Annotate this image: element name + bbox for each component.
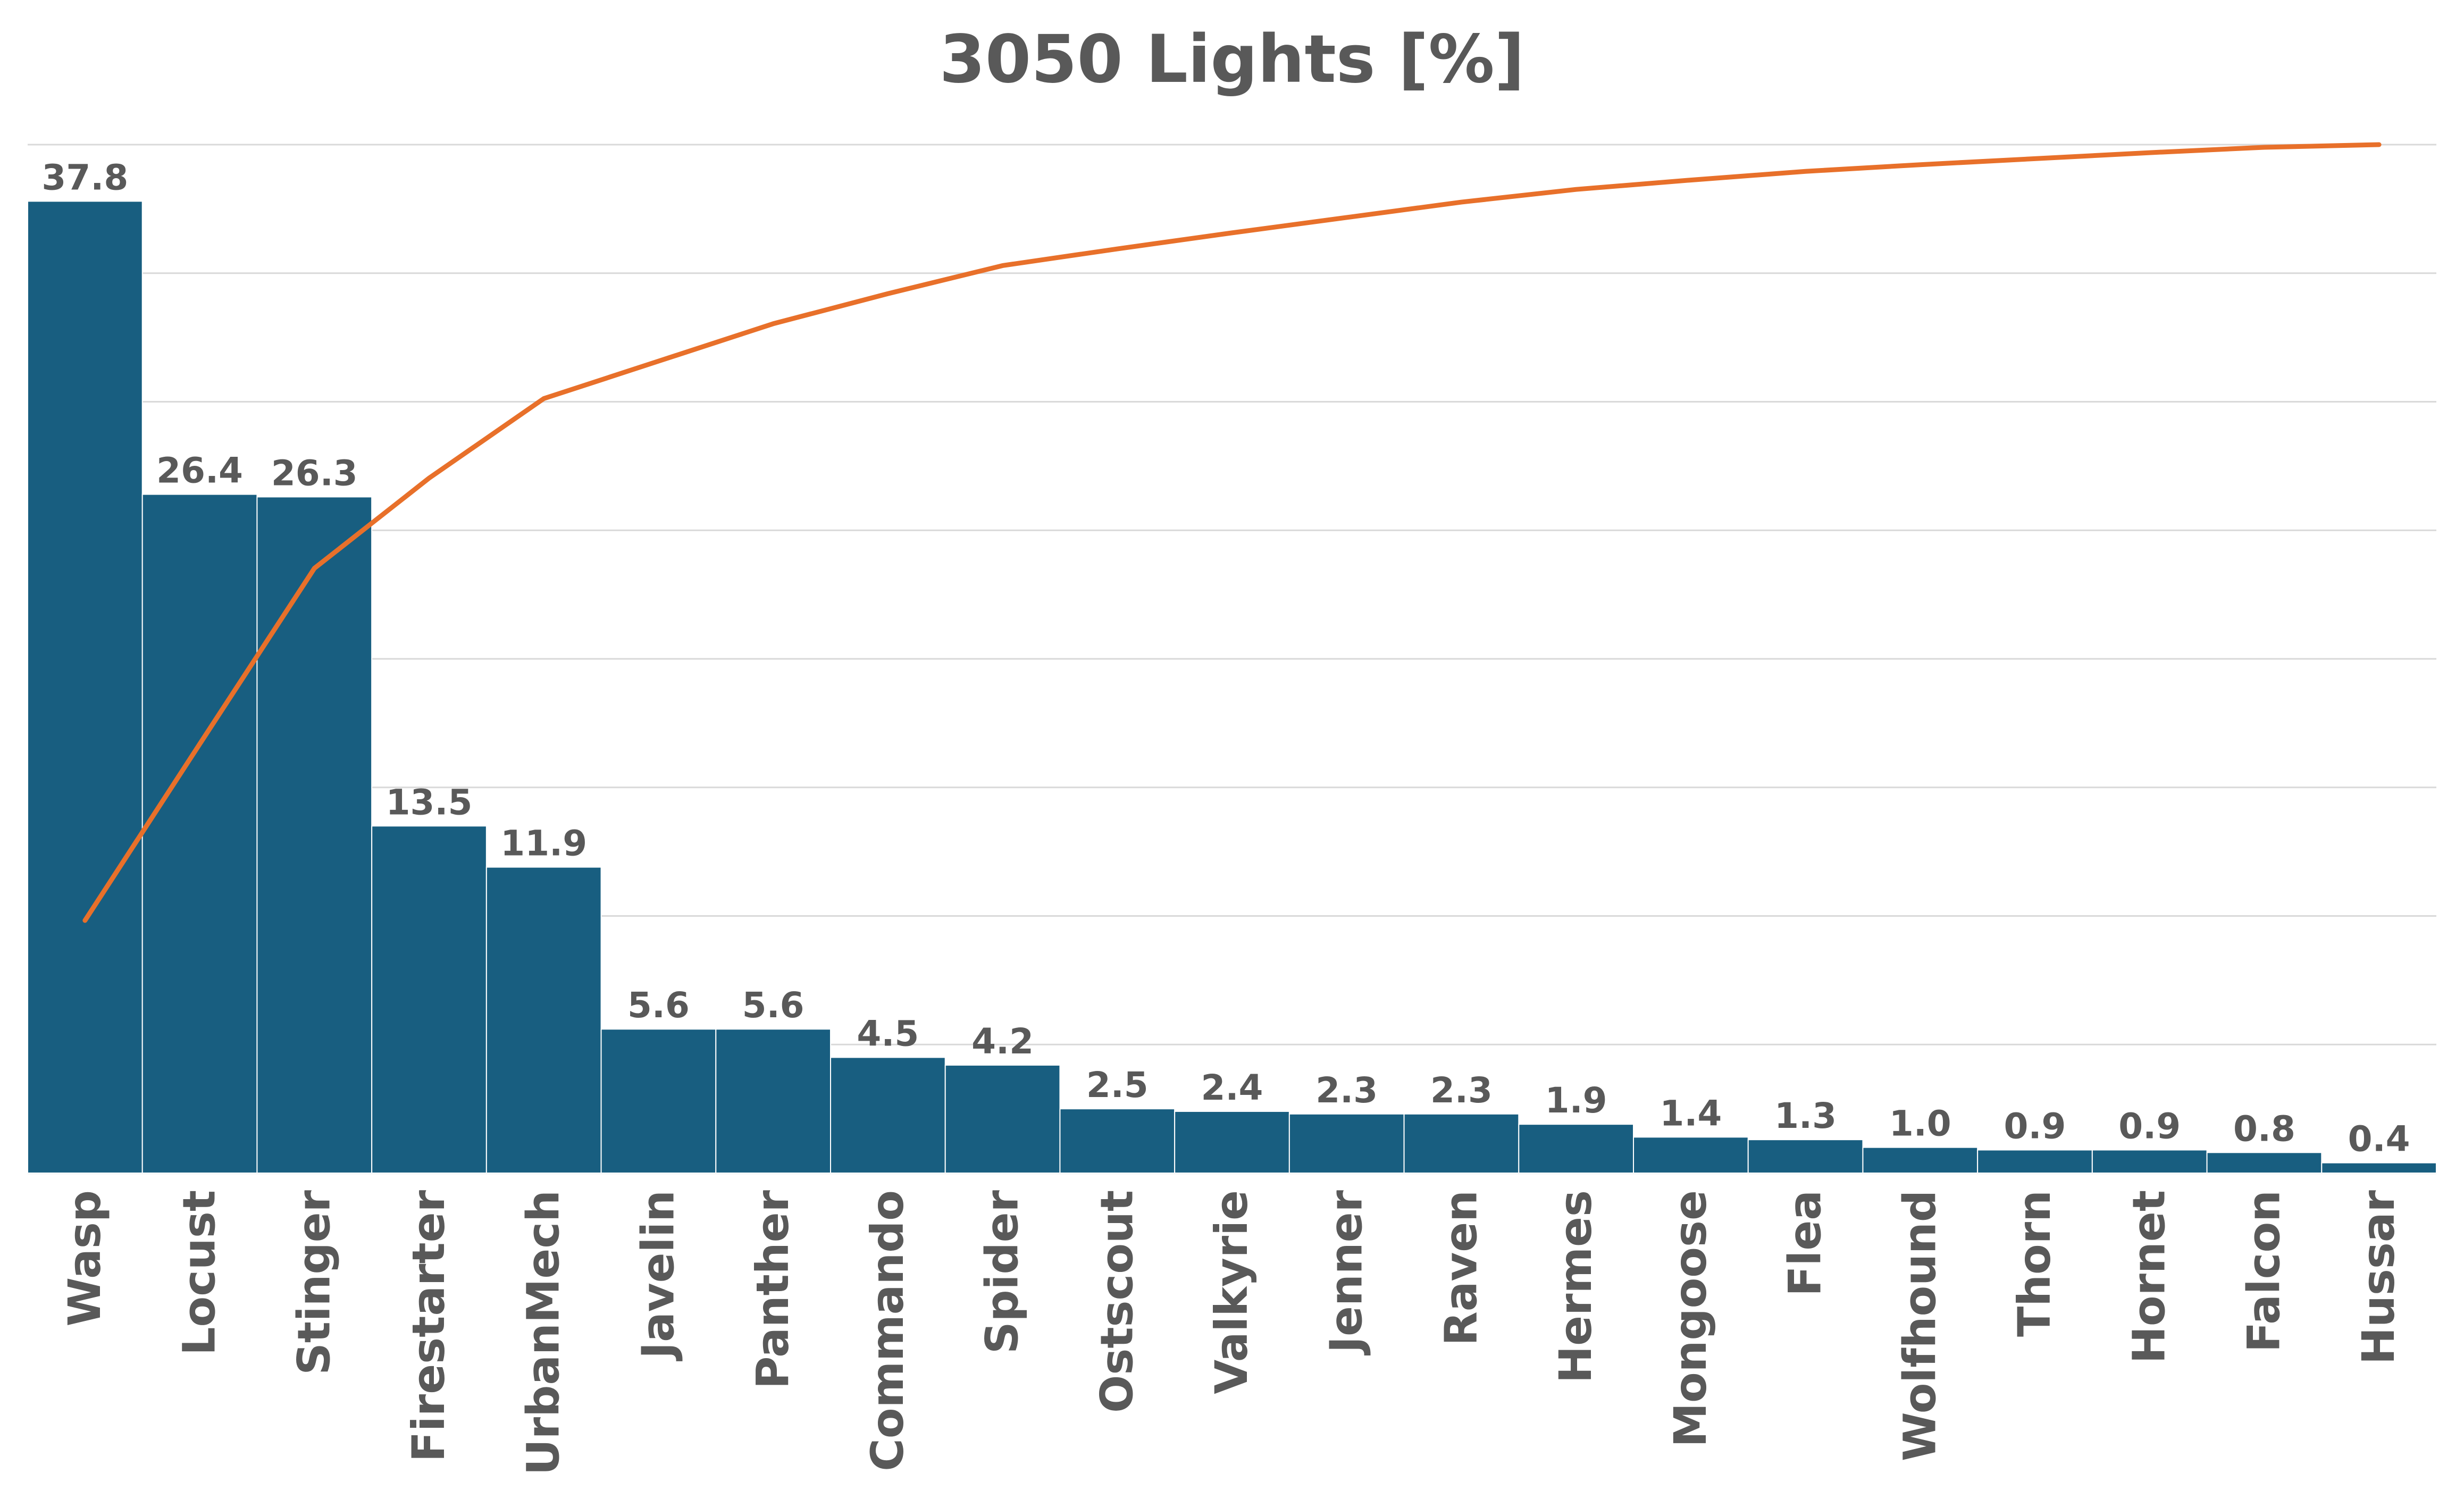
bar-ostscout xyxy=(1059,1108,1176,1174)
x-tick-label: Thorn xyxy=(2008,1190,2060,1337)
data-label: 4.2 xyxy=(971,1021,1034,1062)
data-label: 1.9 xyxy=(1545,1080,1607,1121)
data-labels: 37.8 26.4 26.3 13.5 11.9 5.6 5.6 4.5 4.2 2.5 2.4 2.… xyxy=(41,157,2410,1159)
bar-raven xyxy=(1403,1113,1520,1174)
data-label: 0.9 xyxy=(2004,1106,2066,1146)
data-label: 5.6 xyxy=(627,985,690,1026)
x-tick-label: Hussar xyxy=(2352,1190,2404,1365)
x-tick-label: Wolfhound xyxy=(1893,1190,1946,1461)
x-tick-label: Flea xyxy=(1779,1190,1831,1296)
x-tick-label: Hermes xyxy=(1549,1190,1602,1383)
data-label: 11.9 xyxy=(500,823,587,864)
bar-hussar xyxy=(2321,1162,2437,1174)
x-tick-label: Commando xyxy=(861,1190,913,1471)
chart-title: 3050 Lights [%] xyxy=(939,21,1525,98)
x-tick-label: Stinger xyxy=(288,1190,340,1375)
bar-hornet xyxy=(2091,1149,2208,1174)
bar-stinger xyxy=(256,496,373,1174)
x-tick-label: Firestarter xyxy=(403,1190,455,1462)
bar-spider xyxy=(944,1064,1061,1174)
bar-jenner xyxy=(1288,1113,1405,1174)
data-label: 1.3 xyxy=(1774,1095,1837,1136)
bar-valkyrie xyxy=(1174,1110,1290,1174)
bar-hermes xyxy=(1518,1124,1634,1174)
bar-falcon xyxy=(2206,1152,2323,1174)
data-label: 4.5 xyxy=(857,1013,919,1054)
data-label: 2.4 xyxy=(1201,1067,1263,1108)
data-label: 1.4 xyxy=(1660,1093,1722,1134)
data-label: 0.8 xyxy=(2233,1108,2295,1149)
data-label: 26.3 xyxy=(271,453,358,493)
x-tick-label: Ostscout xyxy=(1091,1190,1143,1413)
data-label: 1.0 xyxy=(1889,1103,1951,1144)
bar-javelin xyxy=(600,1028,717,1174)
data-label: 2.5 xyxy=(1086,1065,1149,1106)
bar-flea xyxy=(1747,1139,1864,1174)
x-tick-label: Javelin xyxy=(632,1190,684,1361)
x-tick-labels: Wasp Locust Stinger Firestarter UrbanMech Jav… xyxy=(58,1190,2404,1475)
bar-locust xyxy=(141,493,258,1174)
data-label: 5.6 xyxy=(742,985,804,1026)
bar-urbanmech xyxy=(485,866,602,1174)
x-tick-label: Panther xyxy=(747,1190,799,1389)
x-tick-label: Spider xyxy=(976,1190,1028,1354)
bars xyxy=(27,200,2437,1174)
x-tick-label: Wasp xyxy=(58,1190,111,1326)
bar-commando xyxy=(830,1057,946,1174)
bar-wasp xyxy=(27,200,143,1174)
x-tick-label: Jenner xyxy=(1320,1190,1372,1355)
x-tick-label: Raven xyxy=(1435,1190,1487,1346)
x-tick-label: Valkyrie xyxy=(1205,1190,1258,1394)
bar-mongoose xyxy=(1633,1136,1749,1174)
x-tick-label: Falcon xyxy=(2237,1190,2290,1352)
x-tick-label: Mongoose xyxy=(1664,1190,1716,1447)
x-tick-label: Hornet xyxy=(2123,1190,2175,1363)
bar-wolfhound xyxy=(1862,1146,1979,1174)
data-label: 2.3 xyxy=(1430,1070,1493,1111)
data-label: 13.5 xyxy=(386,782,473,823)
x-tick-label: UrbanMech xyxy=(517,1190,569,1475)
data-label: 0.9 xyxy=(2118,1106,2181,1146)
bar-thorn xyxy=(1977,1149,2093,1174)
data-label: 37.8 xyxy=(41,157,128,198)
cumulative-line xyxy=(82,142,2382,923)
data-label: 26.4 xyxy=(156,450,243,491)
data-label: 0.4 xyxy=(2348,1119,2410,1160)
bar-firestarter xyxy=(371,825,487,1174)
bar-panther xyxy=(715,1028,832,1174)
x-tick-label: Locust xyxy=(173,1190,225,1355)
cumulative-line-group xyxy=(82,142,2382,923)
data-label: 2.3 xyxy=(1315,1070,1378,1111)
